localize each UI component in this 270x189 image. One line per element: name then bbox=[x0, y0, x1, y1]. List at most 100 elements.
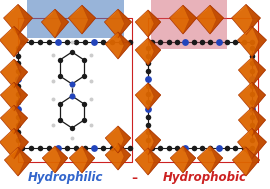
Point bbox=[250, 123, 254, 126]
Point bbox=[82, 74, 86, 77]
Polygon shape bbox=[252, 107, 266, 136]
Polygon shape bbox=[4, 4, 18, 18]
Polygon shape bbox=[238, 26, 266, 57]
Polygon shape bbox=[232, 4, 261, 35]
Point bbox=[167, 40, 171, 43]
Point bbox=[250, 46, 254, 50]
Polygon shape bbox=[148, 38, 161, 65]
Bar bbox=[27, 0, 124, 38]
Point bbox=[208, 146, 212, 149]
Point bbox=[89, 54, 94, 57]
Point bbox=[146, 85, 150, 88]
Polygon shape bbox=[170, 146, 196, 173]
Polygon shape bbox=[232, 4, 246, 18]
Polygon shape bbox=[252, 128, 266, 159]
Polygon shape bbox=[118, 126, 131, 153]
Point bbox=[146, 131, 150, 134]
Polygon shape bbox=[238, 128, 252, 142]
Polygon shape bbox=[238, 107, 266, 136]
Point bbox=[50, 54, 55, 57]
Point bbox=[119, 146, 123, 149]
Polygon shape bbox=[135, 128, 161, 155]
Point bbox=[56, 146, 60, 149]
Point bbox=[70, 85, 74, 88]
Point bbox=[50, 98, 55, 101]
Polygon shape bbox=[14, 128, 28, 159]
Point bbox=[217, 146, 221, 149]
Polygon shape bbox=[118, 143, 131, 170]
Point bbox=[82, 119, 86, 122]
Point bbox=[89, 123, 94, 126]
Point bbox=[225, 40, 229, 43]
Polygon shape bbox=[252, 82, 266, 111]
Point bbox=[183, 146, 187, 149]
Point bbox=[146, 100, 150, 103]
Polygon shape bbox=[135, 148, 148, 160]
Point bbox=[16, 92, 20, 95]
Point bbox=[146, 115, 150, 119]
Polygon shape bbox=[238, 57, 266, 86]
Point bbox=[58, 74, 62, 77]
Point bbox=[29, 146, 33, 149]
Polygon shape bbox=[238, 82, 252, 95]
Point bbox=[250, 85, 254, 88]
Polygon shape bbox=[246, 147, 259, 176]
Polygon shape bbox=[183, 146, 196, 173]
Polygon shape bbox=[14, 82, 28, 111]
Point bbox=[65, 146, 69, 149]
Point bbox=[70, 82, 74, 85]
Polygon shape bbox=[0, 82, 28, 111]
Polygon shape bbox=[238, 107, 252, 120]
Polygon shape bbox=[210, 5, 224, 34]
Point bbox=[16, 123, 20, 126]
Polygon shape bbox=[69, 146, 82, 158]
Polygon shape bbox=[238, 82, 266, 111]
Text: Hydrophobic: Hydrophobic bbox=[163, 171, 247, 184]
Polygon shape bbox=[18, 4, 32, 35]
Point bbox=[74, 146, 78, 149]
Polygon shape bbox=[252, 26, 266, 57]
Point bbox=[241, 146, 246, 149]
Polygon shape bbox=[105, 126, 131, 153]
Polygon shape bbox=[135, 10, 161, 37]
Polygon shape bbox=[105, 126, 118, 138]
Point bbox=[20, 146, 24, 149]
Polygon shape bbox=[148, 128, 161, 155]
Point bbox=[146, 46, 150, 50]
Point bbox=[110, 146, 114, 149]
Point bbox=[16, 100, 20, 103]
Polygon shape bbox=[42, 146, 55, 158]
Point bbox=[82, 102, 86, 105]
Polygon shape bbox=[4, 147, 18, 160]
Polygon shape bbox=[197, 146, 210, 158]
Point bbox=[16, 115, 20, 119]
Point bbox=[146, 62, 150, 65]
Point bbox=[250, 115, 254, 119]
Polygon shape bbox=[68, 5, 96, 34]
Polygon shape bbox=[135, 83, 161, 110]
Polygon shape bbox=[238, 26, 252, 40]
Point bbox=[250, 131, 254, 134]
Polygon shape bbox=[135, 38, 161, 65]
Polygon shape bbox=[135, 38, 148, 50]
Polygon shape bbox=[4, 147, 32, 176]
Polygon shape bbox=[148, 10, 161, 37]
Point bbox=[128, 40, 132, 43]
Point bbox=[146, 108, 150, 111]
Polygon shape bbox=[183, 5, 197, 34]
Polygon shape bbox=[18, 147, 32, 176]
Polygon shape bbox=[0, 59, 14, 72]
Point bbox=[217, 40, 221, 43]
Point bbox=[146, 70, 150, 73]
Point bbox=[58, 119, 62, 122]
Point bbox=[16, 46, 20, 50]
Point bbox=[250, 77, 254, 80]
Point bbox=[146, 123, 150, 126]
Polygon shape bbox=[135, 148, 161, 175]
Point bbox=[158, 146, 163, 149]
Polygon shape bbox=[4, 4, 32, 35]
Point bbox=[250, 100, 254, 103]
Point bbox=[225, 146, 229, 149]
Point bbox=[233, 40, 238, 43]
Point bbox=[250, 108, 254, 111]
